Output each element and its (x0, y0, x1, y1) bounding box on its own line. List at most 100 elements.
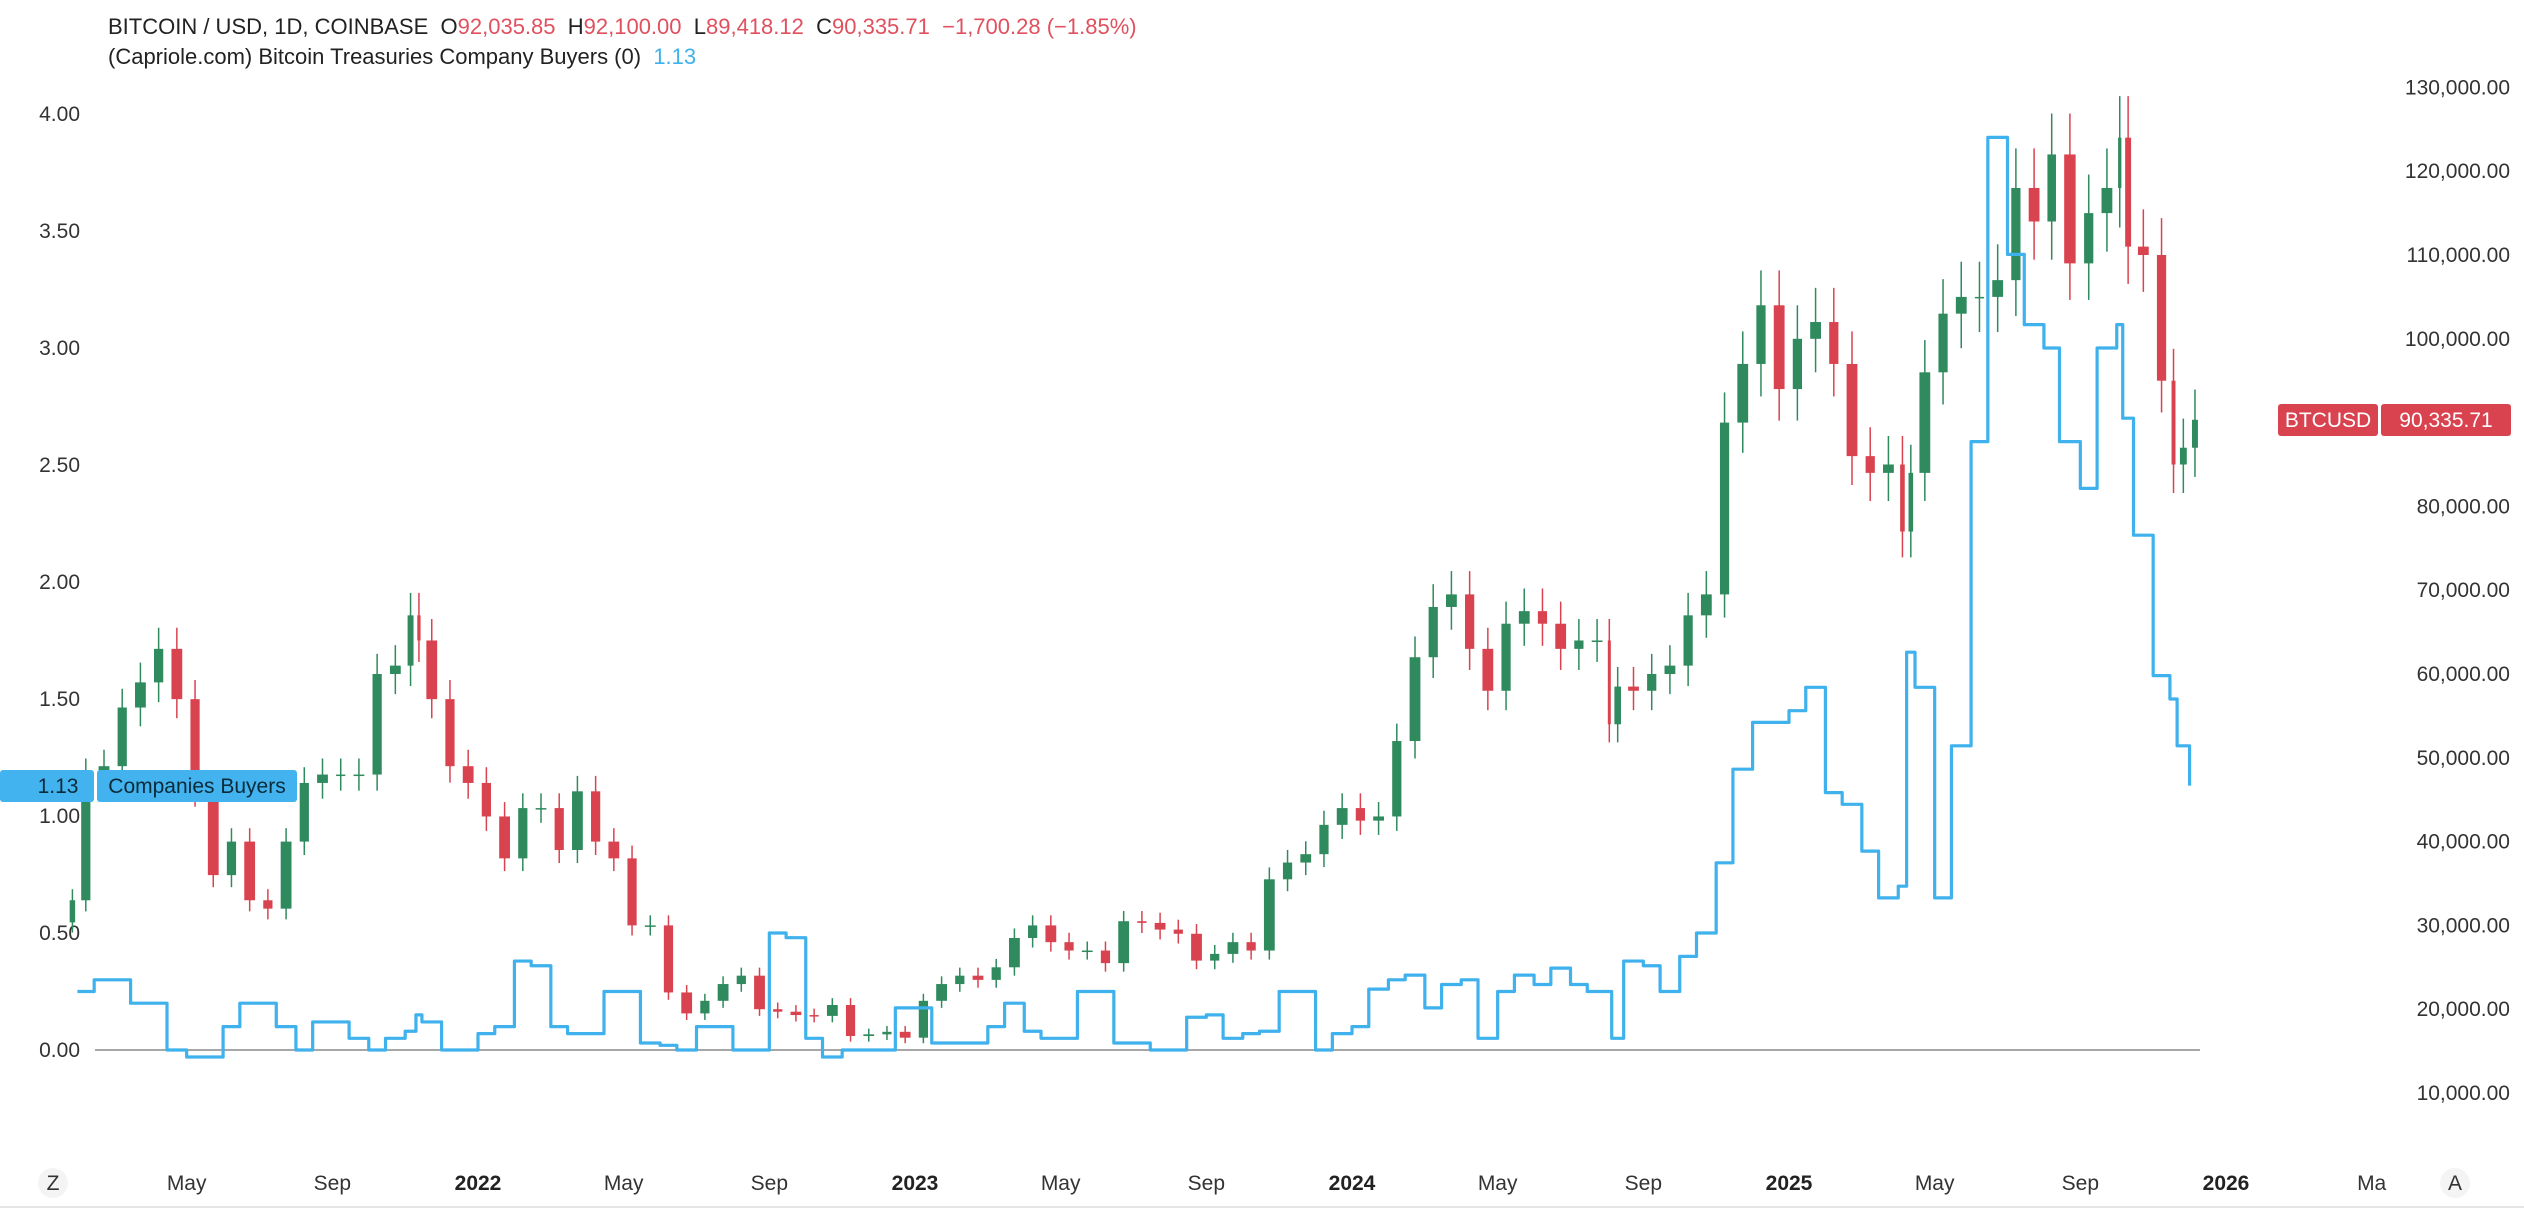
symbol-name: BITCOIN / USD, 1D, COINBASE (108, 14, 429, 39)
candle-body (372, 674, 382, 775)
candle-body (1664, 665, 1676, 674)
candle-body (1446, 594, 1457, 607)
candle-body (2028, 187, 2040, 222)
left-axis-tick: 4.00 (39, 103, 80, 126)
candle-body (1045, 925, 1057, 943)
candle-body (1614, 686, 1621, 725)
candle-body (1319, 824, 1329, 855)
candle-body (117, 707, 127, 767)
btc-price-tag: BTCUSD 90,335.71 (2278, 404, 2511, 436)
candle-body (1647, 674, 1657, 691)
candle-body (2064, 154, 2076, 264)
candle-body (518, 808, 528, 859)
candle-body (2011, 187, 2021, 281)
right-axis-tick: 10,000.00 (2417, 1082, 2510, 1105)
candle-body (554, 808, 564, 850)
left-axis[interactable]: 0.00 0.50 1.00 1.50 2.00 2.50 3.00 3.50 4.00 (39, 103, 80, 1062)
candle-body (1373, 816, 1384, 821)
right-axis[interactable]: 10,000.00 20,000.00 30,000.00 40,000.00 50,0… (2405, 76, 2510, 1105)
candle-body (1900, 464, 1905, 532)
candle-body (1955, 296, 1967, 314)
indicator-value-tag-bg (0, 770, 94, 802)
candle-body (1607, 640, 1611, 725)
time-axis[interactable]: May Sep 2022 May Sep 2023 May Sep 2024 May Sep 2025… (167, 1172, 2387, 1195)
candle-body (1355, 808, 1365, 821)
candle-body (190, 699, 200, 792)
candle-body (481, 782, 491, 817)
candle-body (336, 774, 346, 777)
candle-body (299, 782, 309, 842)
candle-body (226, 841, 237, 876)
indicator-line (77, 135, 2192, 1059)
time-axis-tick: May (167, 1172, 207, 1195)
time-axis-tick: May (604, 1172, 644, 1195)
left-axis-tick: 2.50 (39, 454, 80, 477)
right-axis-tick: 120,000.00 (2405, 160, 2510, 183)
left-axis-tick: 3.50 (39, 220, 80, 243)
legend-header: BITCOIN / USD, 1D, COINBASE O92,035.85 H… (108, 12, 1137, 72)
candle-body (863, 1034, 875, 1037)
time-axis-tick: Sep (1188, 1172, 1225, 1195)
candle-body (1300, 854, 1312, 863)
candle-body (1756, 305, 1766, 364)
candle-body (1465, 594, 1475, 649)
right-axis-tick: 70,000.00 (2417, 579, 2510, 602)
candle-body (1263, 879, 1275, 951)
candle-body (171, 648, 183, 700)
candle-body (317, 774, 328, 783)
candle-body (882, 1031, 892, 1035)
candle-body (790, 1011, 802, 1016)
right-axis-tick: 110,000.00 (2406, 244, 2510, 267)
candle-body (1428, 606, 1438, 658)
candle-body (1919, 372, 1931, 473)
candle-body (445, 699, 455, 767)
change-value: −1,700.28 (−1.85%) (942, 14, 1137, 39)
zoom-button-bg[interactable] (38, 1168, 68, 1198)
right-axis-tick: 130,000.00 (2405, 76, 2510, 99)
candle-body (955, 975, 965, 985)
candle-body (1227, 942, 1239, 954)
candle-body (2101, 187, 2113, 214)
candle-body (1392, 741, 1402, 817)
left-axis-tick: 2.00 (39, 571, 80, 594)
right-axis-tick: 20,000.00 (2417, 998, 2510, 1021)
auto-scale-button[interactable]: A (2440, 1168, 2470, 1198)
indicator-row[interactable]: (Capriole.com) Bitcoin Treasuries Compan… (108, 42, 1137, 72)
candle-body (2192, 419, 2198, 448)
candle-body (1992, 280, 2004, 297)
left-axis-tick: 3.00 (39, 337, 80, 360)
candle-body (1908, 472, 1914, 532)
candle-body (1118, 921, 1130, 964)
auto-scale-button-label[interactable]: A (2448, 1172, 2462, 1195)
indicator-label-tag-bg (97, 770, 297, 802)
candle-body (263, 900, 273, 909)
candle-body (244, 841, 256, 901)
time-axis-tick: 2022 (455, 1172, 502, 1195)
candle-body (1100, 950, 1111, 964)
zoom-button-label[interactable]: Z (47, 1172, 60, 1195)
time-axis-tick: Sep (1625, 1172, 1662, 1195)
candle-body (899, 1031, 911, 1038)
btc-price-tag: 90,335.71 (2399, 409, 2492, 432)
close-value: 90,335.71 (832, 14, 930, 39)
candle-body (1974, 296, 1985, 299)
candle-body (1137, 921, 1147, 923)
zoom-button[interactable]: Z (38, 1168, 68, 1198)
candle-body (1246, 942, 1256, 951)
candle-body (154, 648, 164, 683)
candle-body (918, 1000, 928, 1038)
candle-body (2156, 255, 2167, 381)
close-prefix: C (816, 14, 832, 39)
candle-body (1409, 657, 1421, 742)
time-axis-tick: May (1478, 1172, 1518, 1195)
candle-body (1938, 313, 1948, 373)
candle-body (1792, 338, 1802, 390)
candle-body (462, 766, 474, 783)
auto-scale-button-bg[interactable] (2440, 1168, 2470, 1198)
candle-body (717, 984, 729, 1001)
candle-body (280, 841, 292, 909)
candle-body (1719, 422, 1730, 595)
candle-body (1028, 925, 1038, 938)
indicator-value-tag: 1.13 (38, 775, 79, 798)
